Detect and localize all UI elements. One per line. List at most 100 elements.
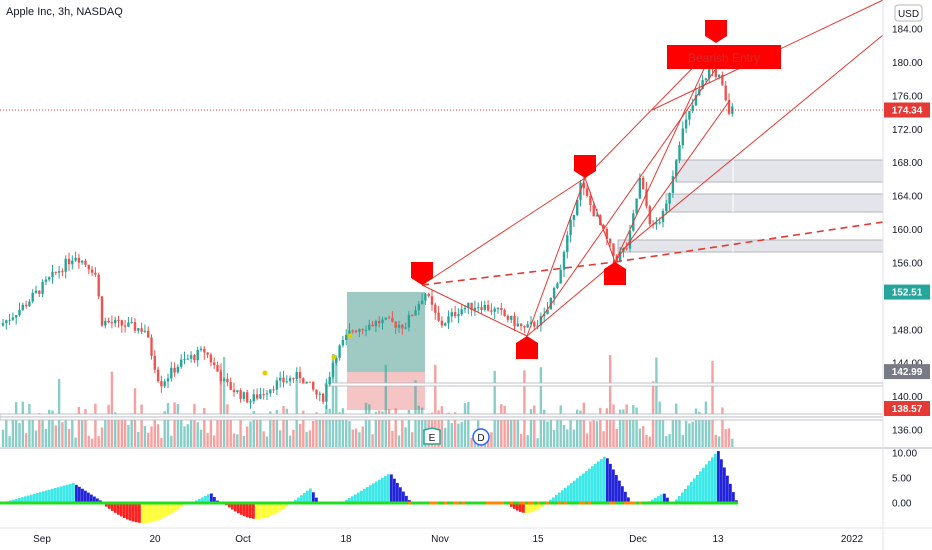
oscillator-bar xyxy=(243,503,246,517)
zero-line-dot xyxy=(114,501,117,505)
volume-bar xyxy=(569,416,572,447)
volume-bar xyxy=(77,406,81,447)
candle-body xyxy=(510,315,513,320)
zero-line-dot xyxy=(354,501,357,505)
volume-bar xyxy=(331,353,335,447)
oscillator-bar xyxy=(36,493,39,503)
volume-bar xyxy=(559,405,562,447)
volume-bar xyxy=(186,424,189,447)
oscillator-bar xyxy=(105,503,108,507)
zero-line-dot xyxy=(132,501,135,505)
candle-body xyxy=(160,381,163,387)
volume-bar xyxy=(467,401,470,447)
bearish-entry-label[interactable]: Bearish Entry xyxy=(667,45,781,69)
candle-body xyxy=(480,307,483,310)
price-tick-label: 164.00 xyxy=(892,192,923,203)
candle-body xyxy=(8,319,11,321)
volume-bar xyxy=(292,429,295,447)
candle-body xyxy=(582,182,585,189)
zero-line-dot xyxy=(660,501,663,505)
oscillator-bar xyxy=(711,457,714,503)
zero-line-dot xyxy=(462,501,465,505)
zero-line-dot xyxy=(615,501,618,505)
volume-bar xyxy=(711,361,714,447)
candle-body xyxy=(77,257,81,263)
candle-body xyxy=(694,95,698,106)
oscillator-bar xyxy=(54,488,57,503)
volume-bar xyxy=(589,421,592,447)
candle-body xyxy=(206,352,209,355)
oscillator-bar xyxy=(516,503,519,511)
oscillator-bar xyxy=(699,471,702,503)
oscillator-bar xyxy=(267,503,270,517)
zero-line-dot xyxy=(666,501,669,505)
candle-body xyxy=(552,287,556,298)
candle-body xyxy=(612,243,615,256)
oscillator-bar xyxy=(159,503,162,520)
zero-line-dot xyxy=(351,501,354,505)
earnings-marker[interactable]: E xyxy=(423,427,441,445)
zero-line-dot xyxy=(324,501,327,505)
zero-line-dot xyxy=(585,501,588,505)
oscillator-bar xyxy=(396,483,399,503)
candle-body xyxy=(1,323,5,326)
volume-bar xyxy=(203,408,206,447)
oscillator-bar xyxy=(45,490,48,503)
oscillator-bar xyxy=(90,494,93,503)
volume-bar xyxy=(51,410,54,447)
zero-line-dot xyxy=(252,501,255,505)
oscillator-bar xyxy=(390,474,393,503)
volume-bar xyxy=(1,429,5,447)
zero-line-dot xyxy=(3,501,6,505)
candle-body xyxy=(500,308,503,311)
pivot-marker-d xyxy=(705,20,727,43)
oscillator-bar xyxy=(678,495,681,503)
volume-bar xyxy=(183,426,186,447)
volume-bar xyxy=(312,420,315,447)
zero-line-dot xyxy=(546,501,549,505)
symbol-title[interactable]: Apple Inc, 3h, NASDAQ xyxy=(6,6,123,18)
oscillator-bar xyxy=(393,478,396,503)
zero-line-dot xyxy=(399,501,402,505)
volume-bar xyxy=(642,426,645,447)
candle-body xyxy=(368,324,371,330)
oscillator-bar xyxy=(177,503,180,509)
candle-body xyxy=(117,319,120,321)
zero-line-dot xyxy=(543,501,546,505)
volume-bar xyxy=(232,433,236,447)
zero-line-dot xyxy=(381,501,384,505)
candle-body xyxy=(213,362,216,366)
candle-body xyxy=(57,271,61,273)
volume-bar xyxy=(315,412,318,447)
volume-bar xyxy=(206,433,209,447)
oscillator-bar xyxy=(228,503,231,508)
dividend-marker[interactable]: D xyxy=(472,428,490,446)
zero-line-dot xyxy=(156,501,159,505)
zero-line-dot xyxy=(447,501,450,505)
volume-bar xyxy=(140,404,143,447)
zero-line-dot xyxy=(222,501,225,505)
zero-line-dot xyxy=(732,501,735,505)
volume-bar xyxy=(536,438,539,447)
candle-body xyxy=(371,324,374,327)
oscillator-bar xyxy=(264,503,267,518)
oscillator-tick-label: 0.00 xyxy=(892,499,912,510)
volume-bar xyxy=(34,430,38,447)
oscillator-bar xyxy=(378,479,381,503)
candle-body xyxy=(183,358,186,360)
oscillator-bar xyxy=(51,488,54,503)
volume-bar xyxy=(615,429,618,447)
candle-body xyxy=(397,324,401,328)
zero-line-dot xyxy=(528,501,531,505)
oscillator-bar xyxy=(204,495,207,503)
oscillator-bar xyxy=(63,485,66,503)
price-label-level-a-text: 152.51 xyxy=(892,288,923,299)
candle-body xyxy=(490,310,493,312)
zero-line-dot xyxy=(342,501,345,505)
candle-body xyxy=(437,312,440,321)
zero-line-dot xyxy=(366,501,369,505)
volume-bar xyxy=(691,421,694,447)
currency-badge[interactable]: USD xyxy=(894,4,923,22)
volume-bar xyxy=(675,403,678,447)
